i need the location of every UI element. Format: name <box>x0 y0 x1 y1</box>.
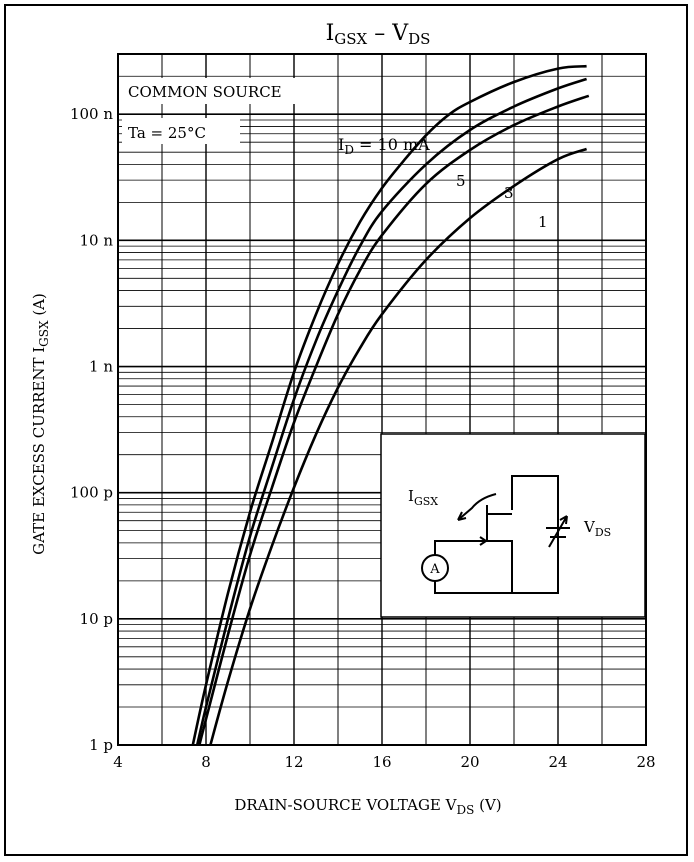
circuit-inset <box>380 433 646 618</box>
x-tick-label: 20 <box>460 753 479 771</box>
y-tick-label: 100 n <box>70 105 113 123</box>
x-tick-label: 8 <box>201 753 211 771</box>
y-axis-label: GATE EXCESS CURRENT IGSX (A) <box>30 293 51 555</box>
x-tick-label: 28 <box>636 753 655 771</box>
annotation-backing <box>122 78 334 104</box>
y-tick-label: 10 p <box>80 610 113 628</box>
variable-arrow <box>548 515 568 548</box>
ammeter-return <box>434 581 512 594</box>
y-tick-label: 100 p <box>70 484 113 502</box>
inset-current-label: IGSX <box>408 487 438 508</box>
series-line-10 <box>191 64 587 746</box>
annotation-temperature: Ta = 25°C <box>128 124 206 142</box>
y-tick-label: 10 n <box>79 231 113 249</box>
series-line-5 <box>195 77 588 746</box>
annotation-backing <box>122 118 240 144</box>
series-group <box>191 64 590 746</box>
ammeter-label: A <box>429 562 440 577</box>
series-line-3 <box>198 94 590 746</box>
x-tick-label: 24 <box>548 753 567 771</box>
series-label-1: 1 <box>538 213 548 231</box>
annotation-id-label: ID = 10 mA <box>338 135 430 157</box>
annotation-common-source: COMMON SOURCE <box>128 83 282 101</box>
y-tick-label: 1 p <box>89 736 113 754</box>
x-axis-label: DRAIN-SOURCE VOLTAGE VDS (V) <box>234 796 501 817</box>
plot-border <box>117 53 647 746</box>
series-line-1 <box>209 147 588 746</box>
x-tick-label: 4 <box>113 753 123 771</box>
chart-frame <box>4 4 688 856</box>
series-label-5: 5 <box>456 172 466 190</box>
inset-voltage-label: VDS <box>583 518 611 539</box>
chart-title: IGSX – VDS <box>326 21 431 48</box>
tick-labels: 4 8 12 16 20 24 28 1 p 10 p 100 p 1 n 10 n 100 n <box>70 105 656 771</box>
grid <box>118 54 646 745</box>
zener-source-symbol <box>546 527 570 538</box>
y-tick-label: 1 n <box>89 358 113 376</box>
fet-gate-arrow <box>476 536 488 546</box>
series-label-3: 3 <box>504 184 514 202</box>
gate-lead <box>434 540 476 555</box>
x-tick-label: 16 <box>372 753 391 771</box>
inset-drain-source-loop <box>486 475 559 594</box>
x-tick-label: 12 <box>284 753 303 771</box>
current-arrow <box>457 493 497 521</box>
